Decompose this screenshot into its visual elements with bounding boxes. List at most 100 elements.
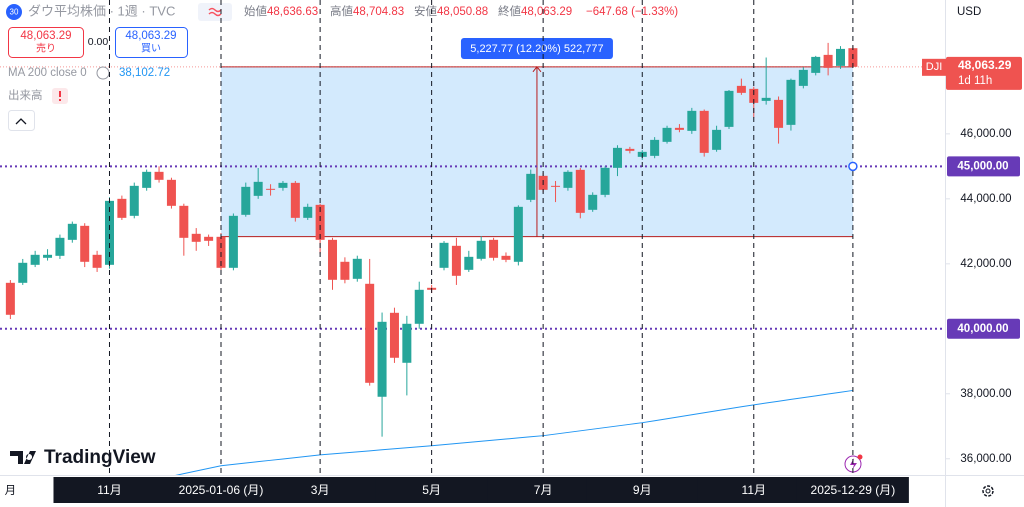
y-tick-label: 42,000.00 [960,258,1011,270]
candle-body [476,240,486,259]
candle-body [600,167,610,195]
candle-body [650,139,660,156]
candle-body [204,236,214,241]
x-tick-label: 11月 [97,483,121,497]
logo-text[interactable]: TradingView [44,447,156,468]
candle-body [129,185,139,216]
last-price-label: 48,063.29 [958,58,1012,72]
candle-body [736,85,746,93]
ma-legend-value: 38,102.72 [119,67,170,79]
symbol-label-box [922,58,946,76]
ohlc-value: 48,636.63 [267,6,318,18]
candle-body [142,171,152,188]
time-label-box [165,477,277,503]
candle-body [687,110,697,131]
volume-legend[interactable]: 出来高 [8,88,43,102]
candle-body [117,198,127,218]
hline-label-box [947,156,1020,177]
ma-legend-name[interactable]: MA 200 close 0 [8,67,87,79]
measure-label-box [460,38,613,59]
symbol-badge[interactable] [6,4,22,20]
candle-body [365,283,375,383]
x-tick-label: 9月 [633,483,652,497]
time-label-box [375,477,488,503]
candle-body [340,261,350,280]
hline-label-box [947,318,1020,339]
candle-body [588,194,598,210]
ohlc-value: 48,704.83 [353,6,404,18]
sell-label: 売り [36,42,56,55]
candle-body [179,205,189,238]
candle-body [154,171,164,180]
candle-body [266,188,276,190]
candle-body [80,225,90,262]
settings-icon-core [985,488,991,494]
candle-body [823,54,833,68]
buy-button[interactable] [115,27,188,58]
candle-body [5,282,15,315]
hline-label: 45,000.00 [957,160,1008,172]
candle-body [662,127,672,142]
badge-text: 30 [10,8,19,17]
candle-body [699,110,709,153]
ma-line [175,389,853,475]
x-tick-label: 5月 [422,483,441,497]
candle-body [290,182,300,218]
candle-body [836,48,845,66]
y-tick-label: 36,000.00 [960,453,1011,465]
candle-body [563,171,573,188]
candle-body [551,185,561,187]
candle-body [67,223,77,240]
candle-body [749,88,759,103]
symbol-title[interactable]: ダウ平均株価 · 1週 · TVC [28,3,175,18]
time-label-box [697,477,810,503]
candle-body [451,245,461,276]
candle-body [774,99,784,128]
candle-body [278,182,288,188]
buy-label: 買い [141,43,161,55]
countdown-label: 1d 11h [958,75,992,87]
candle-body [191,233,201,242]
candle-body [526,173,536,200]
change-value: −647.68 (−1.33%) [586,6,678,18]
candle-body [389,312,399,358]
candle-body [104,200,114,265]
candle-body [166,179,176,206]
x-tick-label: 3月 [311,483,330,497]
candle-body [724,90,734,127]
candle-body [30,254,40,265]
ohlc-value: 48,050.88 [437,6,488,18]
candle-body [712,129,722,150]
candle-body [811,56,821,73]
candle-body [352,258,362,279]
time-label-box [796,477,909,503]
ohlc-label: 終値 [498,4,521,18]
x-tick-label: 2025-01-06 (月) [179,483,264,497]
candle-body [798,69,808,86]
candle-body [303,206,313,218]
hline-label: 40,000.00 [957,323,1008,335]
candle-body [55,237,65,256]
plot-area [0,42,945,475]
candle-body [377,321,387,397]
candle-body [402,323,412,363]
sell-button[interactable] [8,27,84,58]
x-tick-label: 11月 [742,483,766,497]
ohlc-legend: 始値48,636.63 高値48,704.83 安値48,050.88 終値48… [244,4,678,18]
settings-icon[interactable] [982,485,994,497]
candle-body [414,289,424,324]
candle-body [228,215,238,268]
candle-body [328,239,338,280]
axes: 36,000.00 38,000.00 42,000.00 44,000.00 46,0… [945,128,1020,465]
buy-price: 48,063.29 [125,30,176,42]
compare-button[interactable] [198,3,232,21]
candle-body [439,242,449,268]
currency[interactable]: USD [957,6,981,18]
y-tick-label: 44,000.00 [960,193,1011,205]
compare-icon [208,7,222,17]
candle-body [241,186,251,215]
candle-body [489,239,499,258]
collapse-button[interactable] [8,110,35,131]
hline-handle[interactable] [848,161,858,172]
